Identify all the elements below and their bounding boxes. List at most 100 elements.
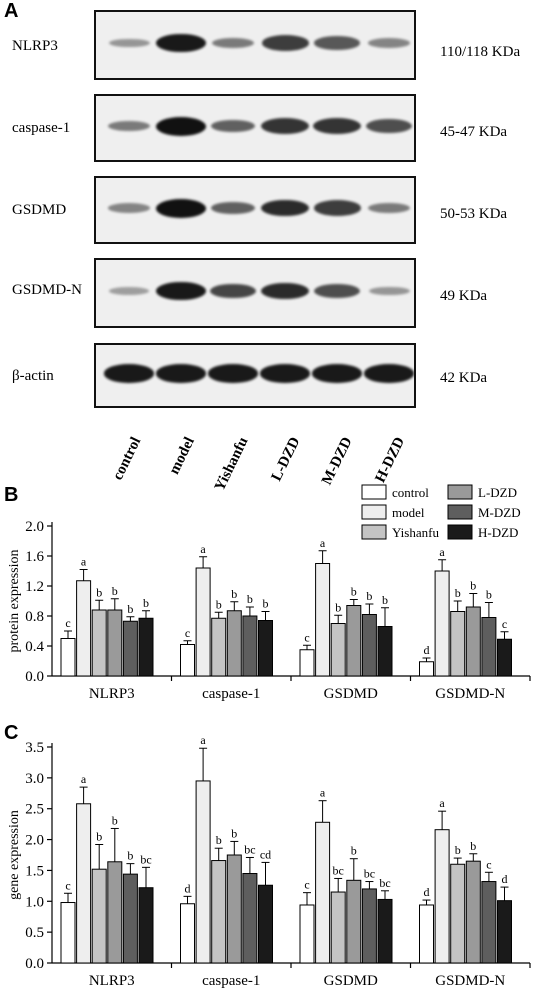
bar xyxy=(211,860,227,964)
blot-image-caspase-1 xyxy=(94,94,416,162)
significance-letter: bc xyxy=(364,867,375,881)
panel-b-letter: B xyxy=(4,484,19,506)
significance-letter: b xyxy=(143,596,149,610)
significance-letter: d xyxy=(185,881,191,895)
blot-band xyxy=(208,364,258,383)
significance-letter: a xyxy=(320,786,326,800)
bar xyxy=(481,881,497,964)
significance-letter: bc xyxy=(244,842,255,856)
blot-band xyxy=(107,120,151,132)
legend-label: M-DZD xyxy=(478,505,521,520)
blot-band xyxy=(260,199,310,217)
legend-swatch xyxy=(447,484,473,500)
bar xyxy=(315,821,331,964)
y-tick-label: 2.0 xyxy=(25,833,44,849)
lane-label-l-dzd: L-DZD xyxy=(268,434,304,484)
bar xyxy=(258,620,273,677)
significance-letter: d xyxy=(502,872,508,886)
bar xyxy=(377,898,393,964)
significance-letter: bc xyxy=(379,876,390,890)
x-category-label: NLRP3 xyxy=(89,973,135,988)
significance-letter: b xyxy=(96,830,102,844)
blot-band xyxy=(156,198,206,218)
legend-label: L-DZD xyxy=(478,485,517,500)
bar xyxy=(361,888,377,964)
blot-mw-nlrp3: 110/118 KDa xyxy=(440,44,521,60)
bar xyxy=(361,614,377,677)
significance-letter: b xyxy=(382,593,388,607)
bar xyxy=(242,873,258,964)
bar xyxy=(226,610,242,677)
significance-letter: c xyxy=(185,626,190,640)
bar xyxy=(76,580,92,677)
blot-band xyxy=(260,364,310,383)
blot-image-gsdmd xyxy=(94,176,416,244)
blot-band xyxy=(261,35,309,51)
bar xyxy=(434,570,450,677)
significance-letter: c xyxy=(304,878,309,892)
y-tick-label: 0.5 xyxy=(25,925,44,941)
blot-band xyxy=(156,116,206,136)
significance-letter: d xyxy=(424,885,430,899)
significance-letter: bc xyxy=(140,852,151,866)
legend-swatch xyxy=(361,524,387,540)
significance-letter: a xyxy=(200,733,206,747)
bar xyxy=(465,860,481,964)
blot-band xyxy=(104,364,154,383)
y-tick-label: 3.0 xyxy=(25,771,44,787)
blot-band xyxy=(108,287,150,295)
bar xyxy=(497,900,512,964)
blot-band xyxy=(108,38,150,48)
y-tick-label: 0.0 xyxy=(25,956,44,972)
x-category-label: caspase-1 xyxy=(202,686,260,702)
lane-label-h-dzd: H-DZD xyxy=(372,434,408,486)
blot-image-gsdmd-n xyxy=(94,258,416,328)
legend-swatch xyxy=(361,484,387,500)
bar xyxy=(465,606,481,677)
significance-letter: b xyxy=(366,589,372,603)
bar xyxy=(258,884,273,964)
bar xyxy=(91,868,107,964)
y-tick-label: 3.5 xyxy=(25,740,44,756)
legend-label: H-DZD xyxy=(478,525,518,540)
bar xyxy=(107,609,123,677)
blot-mw-gsdmd: 50-53 KDa xyxy=(440,206,508,222)
bar xyxy=(450,611,466,677)
significance-letter: a xyxy=(320,536,326,550)
significance-letter: c xyxy=(65,878,70,892)
bar xyxy=(122,873,138,964)
x-category-label: NLRP3 xyxy=(89,686,135,702)
blot-band xyxy=(156,364,206,383)
bar xyxy=(377,626,393,677)
bar xyxy=(195,567,211,677)
blot-band xyxy=(313,200,361,216)
significance-letter: b xyxy=(351,844,357,858)
blot-band xyxy=(156,33,206,53)
significance-letter: b xyxy=(470,579,476,593)
bar xyxy=(419,661,434,677)
blot-image-nlrp3 xyxy=(94,10,416,80)
bar xyxy=(76,803,92,964)
blot-band xyxy=(312,364,362,383)
blot-band xyxy=(314,36,360,50)
blot-band xyxy=(210,119,256,133)
blot-band xyxy=(314,283,360,299)
legend-label: model xyxy=(392,505,425,520)
blot-band xyxy=(368,286,410,296)
x-category-label: GSDMD-N xyxy=(435,973,505,988)
significance-letter: a xyxy=(200,542,206,556)
significance-letter: b xyxy=(96,585,102,599)
significance-letter: b xyxy=(231,587,237,601)
bar xyxy=(346,879,362,964)
significance-letter: bc xyxy=(333,863,344,877)
significance-letter: c xyxy=(65,616,70,630)
blot-image-beta-actin xyxy=(94,343,416,408)
bar xyxy=(107,861,123,964)
y-tick-label: 1.0 xyxy=(25,894,44,910)
bar xyxy=(138,617,154,677)
significance-letter: a xyxy=(439,796,445,810)
significance-letter: b xyxy=(216,597,222,611)
blot-band xyxy=(367,38,411,48)
blot-band xyxy=(260,282,310,300)
